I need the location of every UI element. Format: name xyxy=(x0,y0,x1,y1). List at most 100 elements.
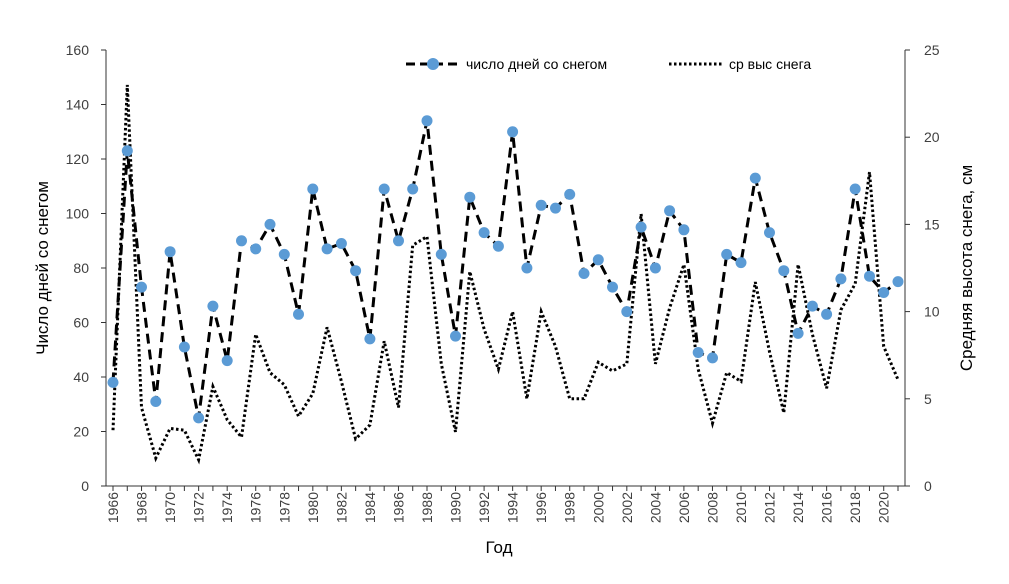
x-tick-label: 2018 xyxy=(847,492,863,523)
data-point-snow-days xyxy=(735,257,747,269)
data-point-snow-days xyxy=(792,327,804,339)
data-point-snow-days xyxy=(707,352,718,364)
x-tick-label: 2012 xyxy=(762,492,778,523)
y-left-tick-label: 20 xyxy=(73,424,89,440)
data-point-snow-days xyxy=(892,276,904,288)
x-tick-label: 1992 xyxy=(476,492,492,523)
data-point-snow-days xyxy=(178,341,190,353)
data-point-snow-days xyxy=(621,306,633,318)
data-point-snow-days xyxy=(335,238,347,249)
x-tick-label: 1984 xyxy=(362,492,378,523)
y-right-tick-label: 5 xyxy=(924,391,932,407)
data-point-snow-days xyxy=(278,248,290,260)
data-point-snow-days xyxy=(293,308,304,320)
x-tick-label: 2002 xyxy=(619,492,635,523)
y-right-tick-label: 10 xyxy=(924,304,940,320)
data-point-snow-days xyxy=(564,188,576,200)
data-point-snow-days xyxy=(378,183,390,195)
data-point-snow-days xyxy=(507,126,519,138)
y-left-tick-label: 140 xyxy=(66,97,90,113)
data-point-snow-days xyxy=(236,235,247,247)
data-point-snow-days xyxy=(136,281,147,293)
x-tick-label: 2000 xyxy=(590,492,606,523)
x-tick-label: 2014 xyxy=(790,492,806,523)
data-point-snow-days xyxy=(592,254,604,266)
data-point-snow-days xyxy=(207,300,219,312)
x-tick-label: 1988 xyxy=(419,492,435,523)
data-point-snow-days xyxy=(521,262,533,274)
data-point-snow-days xyxy=(607,281,618,293)
x-tick-label: 2020 xyxy=(876,492,892,523)
x-tick-label: 1972 xyxy=(191,492,207,523)
data-point-snow-days xyxy=(250,243,262,255)
y-right-tick-label: 15 xyxy=(924,216,940,232)
y-right-tick-label: 20 xyxy=(924,129,940,145)
x-tick-label: 2016 xyxy=(819,492,835,523)
axes-layer: 0 20 40 60 80 100 120 140 160 0 5 10 15 20 25 1966 1968 1… xyxy=(66,42,940,523)
x-tick-label: 2008 xyxy=(704,492,720,523)
y-left-tick-label: 80 xyxy=(73,260,89,276)
data-point-snow-days xyxy=(221,355,233,367)
data-point-snow-days xyxy=(550,202,561,214)
data-point-snow-days xyxy=(478,227,490,239)
x-axis-title: Год xyxy=(485,538,512,557)
y-left-tick-label: 0 xyxy=(81,478,89,494)
data-point-snow-days xyxy=(350,265,362,277)
data-point-snow-days xyxy=(464,191,476,203)
data-point-snow-days xyxy=(435,248,447,260)
data-point-snow-days xyxy=(421,115,433,127)
data-point-snow-days xyxy=(321,243,333,255)
y-right-tick-label: 0 xyxy=(924,478,932,494)
legend-label-depth: ср выс снега xyxy=(729,56,811,72)
x-tick-label: 1980 xyxy=(305,492,321,523)
data-point-snow-days xyxy=(878,287,890,298)
data-point-snow-days xyxy=(107,376,119,388)
legend-label-days: число дней со снегом xyxy=(466,56,607,72)
x-tick-label: 1974 xyxy=(219,492,235,523)
x-tick-label: 2004 xyxy=(647,492,663,523)
legend: число дней со снегом ср выс снега xyxy=(406,56,811,72)
y-left-tick-label: 160 xyxy=(66,42,90,58)
y-right-tick-label: 25 xyxy=(924,42,940,58)
data-point-snow-days xyxy=(578,268,590,279)
y-axis-left-title: Число дней со снегом xyxy=(33,181,52,355)
data-point-snow-days xyxy=(835,273,847,285)
data-point-snow-days xyxy=(721,248,733,260)
x-tick-label: 1966 xyxy=(105,492,121,523)
x-tick-label: 1970 xyxy=(162,492,178,523)
x-tick-label: 2006 xyxy=(676,492,692,523)
data-point-snow-days xyxy=(535,199,547,211)
data-point-snow-days xyxy=(307,183,319,195)
data-point-snow-days xyxy=(678,224,690,236)
x-tick-label: 1982 xyxy=(333,492,349,523)
series-line-snow-depth xyxy=(111,84,900,465)
data-point-snow-days xyxy=(492,240,504,252)
data-point-snow-days xyxy=(264,218,276,230)
x-tick-label: 1998 xyxy=(562,492,578,523)
y-axis-right-title: Средняя высота снега, см xyxy=(957,165,976,371)
data-point-snow-days xyxy=(635,221,647,233)
data-point-snow-days xyxy=(849,183,861,195)
x-tick-label: 1976 xyxy=(248,492,264,523)
data-point-snow-days xyxy=(749,172,761,184)
series-layer xyxy=(107,84,904,465)
data-point-snow-days xyxy=(778,265,790,277)
data-point-snow-days xyxy=(649,262,661,274)
x-tick-label: 1994 xyxy=(505,492,521,523)
x-tick-label: 1990 xyxy=(448,492,464,523)
x-tick-label: 2010 xyxy=(733,492,749,523)
y-left-tick-label: 60 xyxy=(73,315,89,331)
data-point-snow-days xyxy=(393,235,404,247)
x-tick-label: 1986 xyxy=(390,492,406,523)
y-left-tick-label: 120 xyxy=(66,151,90,167)
data-point-snow-days xyxy=(764,227,775,239)
data-point-snow-days xyxy=(450,330,461,342)
data-point-snow-days xyxy=(121,145,133,157)
x-tick-label: 1996 xyxy=(533,492,549,523)
data-point-snow-days xyxy=(364,333,376,345)
y-left-tick-label: 100 xyxy=(66,206,90,222)
y-left-tick-label: 40 xyxy=(73,369,89,385)
data-point-snow-days xyxy=(193,412,205,424)
data-point-snow-days xyxy=(407,183,419,195)
